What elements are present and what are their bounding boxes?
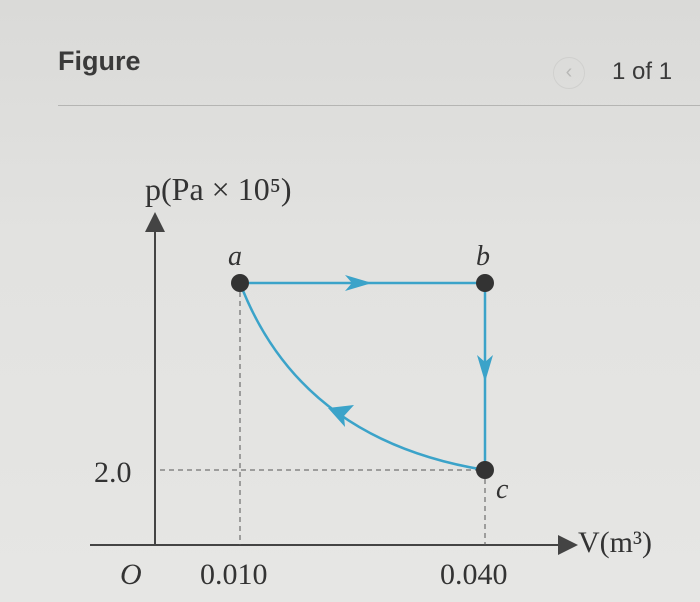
path-ca [238, 282, 486, 472]
y-tick-2-0: 2.0 [94, 456, 132, 489]
label-a: a [228, 241, 242, 272]
arrow-ab [345, 275, 372, 291]
label-b: b [476, 241, 490, 272]
point-b [476, 274, 494, 292]
figure-title: Figure [58, 46, 141, 76]
arrow-ca [328, 405, 354, 427]
x-axis-label: V(m³) [578, 526, 652, 559]
label-c: c [496, 474, 509, 505]
x-tick-0-010: 0.010 [200, 558, 268, 591]
chevron-left-icon[interactable]: ‹ [553, 57, 585, 89]
arrow-bc [477, 355, 493, 382]
x-tick-0-040: 0.040 [440, 558, 508, 591]
origin-label: O [120, 558, 142, 591]
y-axis-label: p(Pa × 10⁵) [145, 171, 292, 207]
divider [58, 105, 700, 106]
page-counter: 1 of 1 [612, 58, 673, 85]
point-c [476, 461, 494, 479]
point-a [231, 274, 249, 292]
